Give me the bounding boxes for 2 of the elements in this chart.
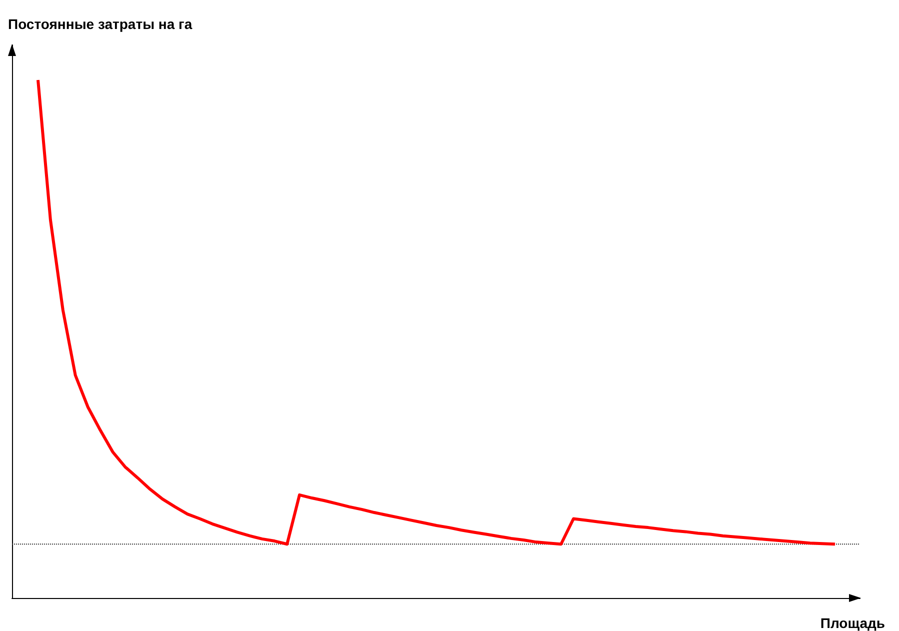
y-axis-title: Постоянные затраты на га [8, 16, 192, 32]
x-axis-title: Площадь [820, 615, 886, 631]
